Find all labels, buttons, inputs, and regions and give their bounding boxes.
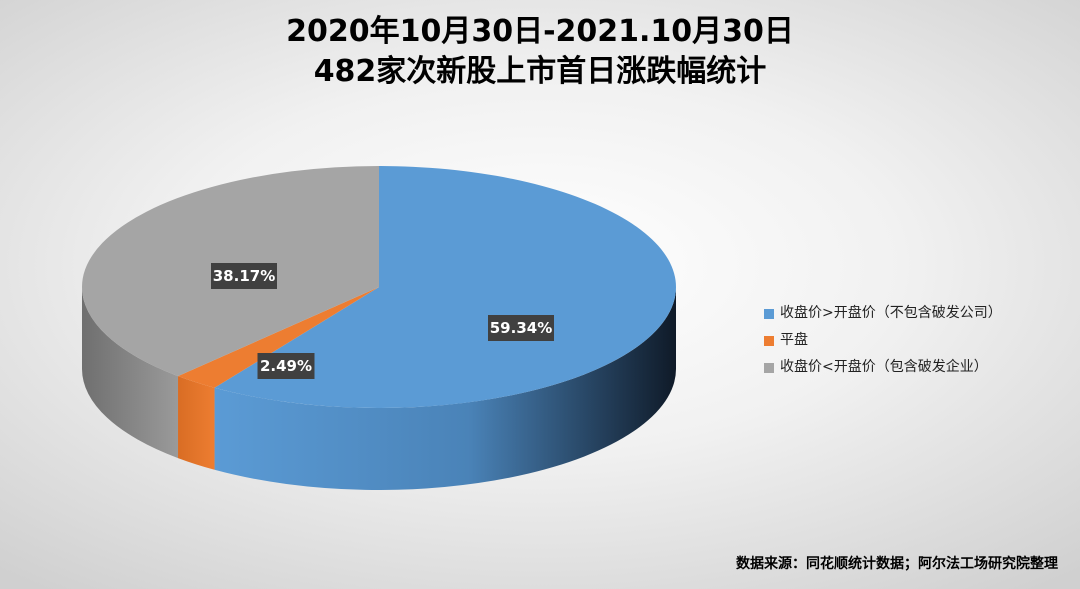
pie-slice-side bbox=[214, 287, 676, 490]
pie-slice bbox=[178, 287, 379, 388]
data-label: 38.17% bbox=[211, 263, 277, 289]
legend-swatch bbox=[764, 308, 774, 319]
pie-slice bbox=[214, 166, 677, 408]
chart-title-line-2: 482家次新股上市首日涨跌幅统计 bbox=[313, 54, 767, 89]
legend-swatch bbox=[764, 362, 774, 373]
svg-text:38.17%: 38.17% bbox=[213, 267, 275, 285]
legend-label: 收盘价>开盘价（不包含破发公司） bbox=[780, 305, 1002, 321]
chart-legend: 收盘价>开盘价（不包含破发公司） 平盘收盘价<开盘价（包含破发企业） bbox=[764, 300, 1002, 381]
legend-item: 收盘价>开盘价（不包含破发公司） bbox=[764, 300, 1002, 327]
data-label: 2.49% bbox=[257, 353, 315, 379]
legend-label: 平盘 bbox=[780, 332, 808, 348]
data-label: 59.34% bbox=[488, 315, 554, 341]
chart-title-line-1: 2020年10月30日-2021.10月30日 bbox=[286, 14, 794, 49]
pie-slice-side bbox=[178, 376, 215, 470]
legend-item: 收盘价<开盘价（包含破发企业） bbox=[764, 354, 1002, 381]
pie-slice-side bbox=[81, 287, 179, 459]
legend-swatch bbox=[764, 335, 774, 346]
legend-item: 平盘 bbox=[764, 327, 1002, 354]
legend-label: 收盘价<开盘价（包含破发企业） bbox=[780, 359, 988, 375]
source-note: 数据来源：同花顺统计数据；阿尔法工场研究院整理 bbox=[736, 556, 1058, 572]
svg-text:59.34%: 59.34% bbox=[490, 319, 552, 337]
svg-text:2.49%: 2.49% bbox=[260, 357, 312, 375]
